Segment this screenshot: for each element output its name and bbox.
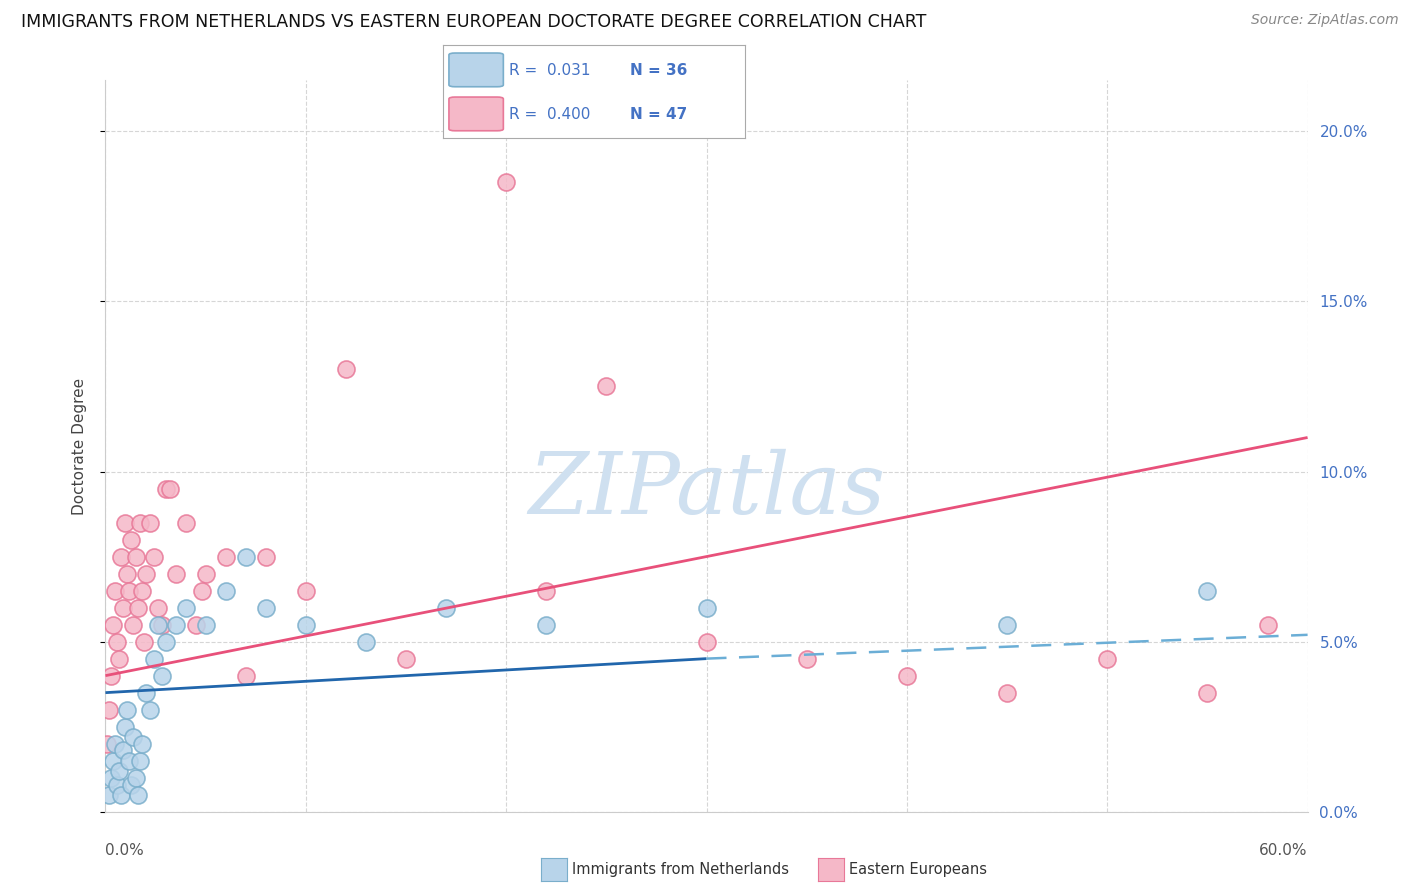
Point xyxy=(142,549,165,564)
Point xyxy=(122,730,145,744)
Point xyxy=(104,737,127,751)
Point xyxy=(174,600,197,615)
Text: Eastern Europeans: Eastern Europeans xyxy=(849,863,987,877)
Text: N = 47: N = 47 xyxy=(630,107,688,122)
Point xyxy=(1257,617,1279,632)
Point xyxy=(107,634,129,648)
Point xyxy=(254,549,277,564)
Text: R =  0.031: R = 0.031 xyxy=(509,62,591,78)
Point xyxy=(118,754,141,768)
Point xyxy=(295,583,318,598)
Point xyxy=(165,617,187,632)
Point xyxy=(103,754,125,768)
Point xyxy=(135,686,157,700)
Point xyxy=(108,764,131,778)
Point xyxy=(235,549,257,564)
Point xyxy=(98,788,121,802)
FancyBboxPatch shape xyxy=(449,53,503,87)
Point xyxy=(98,703,121,717)
Point xyxy=(107,777,129,791)
Point xyxy=(194,566,217,581)
Point xyxy=(1097,651,1119,665)
Text: N = 36: N = 36 xyxy=(630,62,688,78)
Point xyxy=(117,566,139,581)
Point xyxy=(131,737,153,751)
Point xyxy=(254,600,277,615)
Point xyxy=(595,379,617,393)
Text: 60.0%: 60.0% xyxy=(1260,843,1308,858)
Point xyxy=(124,771,146,785)
Point xyxy=(135,566,157,581)
FancyBboxPatch shape xyxy=(449,97,503,131)
Y-axis label: Doctorate Degree: Doctorate Degree xyxy=(72,377,87,515)
Point xyxy=(295,617,318,632)
Point xyxy=(214,549,236,564)
Point xyxy=(108,651,131,665)
Point xyxy=(110,549,132,564)
Point xyxy=(121,777,143,791)
Point xyxy=(132,634,155,648)
Point xyxy=(103,617,125,632)
Point xyxy=(138,703,160,717)
Point xyxy=(124,549,146,564)
Point xyxy=(104,583,127,598)
Point xyxy=(146,617,169,632)
Text: Immigrants from Netherlands: Immigrants from Netherlands xyxy=(572,863,789,877)
Point xyxy=(114,720,136,734)
Point xyxy=(100,771,122,785)
Point xyxy=(235,668,257,682)
Point xyxy=(146,600,169,615)
Point xyxy=(395,651,418,665)
Point xyxy=(127,788,149,802)
Point xyxy=(128,754,150,768)
Point xyxy=(118,583,141,598)
Point xyxy=(1197,686,1219,700)
Point xyxy=(128,516,150,530)
Point xyxy=(214,583,236,598)
Point xyxy=(122,617,145,632)
Text: IMMIGRANTS FROM NETHERLANDS VS EASTERN EUROPEAN DOCTORATE DEGREE CORRELATION CHA: IMMIGRANTS FROM NETHERLANDS VS EASTERN E… xyxy=(21,13,927,31)
Point xyxy=(184,617,207,632)
Point xyxy=(138,516,160,530)
Point xyxy=(896,668,918,682)
Point xyxy=(121,533,143,547)
Point xyxy=(114,516,136,530)
Point xyxy=(495,175,517,189)
Point xyxy=(131,583,153,598)
Point xyxy=(112,743,135,757)
Point xyxy=(194,617,217,632)
Point xyxy=(117,703,139,717)
Text: R =  0.400: R = 0.400 xyxy=(509,107,591,122)
Point xyxy=(112,600,135,615)
Point xyxy=(335,362,357,376)
Point xyxy=(165,566,187,581)
Point xyxy=(110,788,132,802)
Point xyxy=(100,668,122,682)
Point xyxy=(1197,583,1219,598)
Point xyxy=(142,651,165,665)
Point xyxy=(696,600,718,615)
Point xyxy=(696,634,718,648)
Point xyxy=(796,651,818,665)
Point xyxy=(155,634,177,648)
Point xyxy=(995,617,1018,632)
Point xyxy=(150,617,173,632)
Point xyxy=(434,600,457,615)
Point xyxy=(174,516,197,530)
Point xyxy=(127,600,149,615)
Text: Source: ZipAtlas.com: Source: ZipAtlas.com xyxy=(1251,13,1399,28)
Point xyxy=(190,583,212,598)
Point xyxy=(995,686,1018,700)
Text: 0.0%: 0.0% xyxy=(105,843,145,858)
Point xyxy=(159,482,181,496)
Point xyxy=(155,482,177,496)
Point xyxy=(354,634,377,648)
Point xyxy=(150,668,173,682)
Point xyxy=(534,617,557,632)
Text: ZIPatlas: ZIPatlas xyxy=(527,449,886,532)
Point xyxy=(96,737,118,751)
Point xyxy=(534,583,557,598)
